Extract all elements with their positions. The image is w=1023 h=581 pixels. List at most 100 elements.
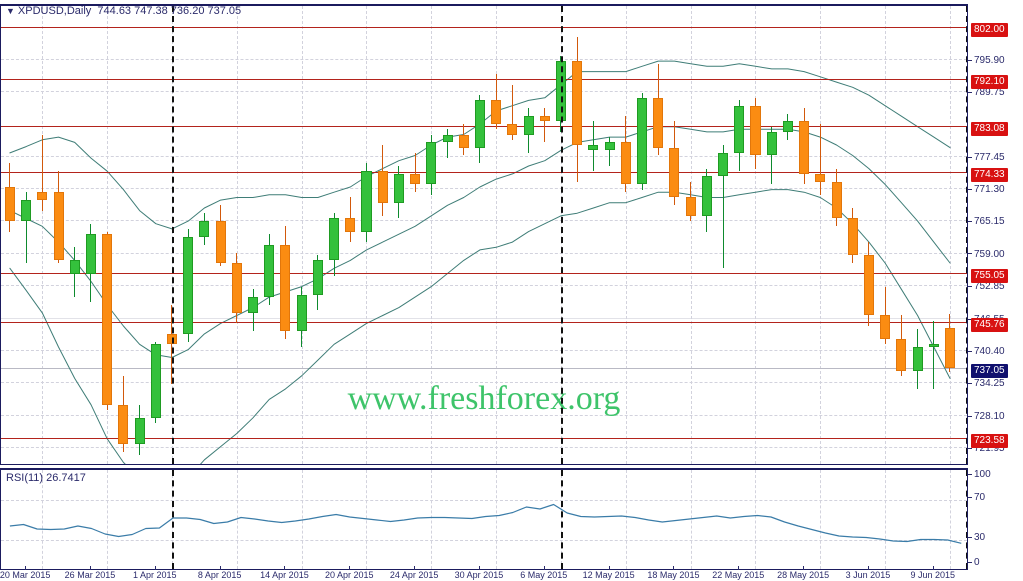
- price-level-tag[interactable]: 783.08: [971, 122, 1008, 137]
- candle-body: [393, 173, 404, 203]
- session-marker-line: [171, 470, 174, 569]
- rsi-level-line: [1, 500, 967, 501]
- time-axis-label: 22 May 2015: [712, 570, 765, 580]
- time-axis-tick: [867, 566, 869, 570]
- candle-wick: [41, 134, 43, 211]
- candle-body: [134, 417, 145, 444]
- candle-body: [815, 173, 826, 182]
- time-axis-label: 30 Apr 2015: [454, 570, 504, 580]
- price-axis-tick: 789.75: [968, 88, 1005, 98]
- price-axis[interactable]: 795.90 789.75 777.45 771.30 765.15 759.00 752.…: [968, 4, 1023, 465]
- candle-body: [863, 255, 874, 316]
- candle-body: [312, 260, 323, 295]
- candle-body: [766, 131, 777, 156]
- time-axis[interactable]: 20 Mar 2015 26 Mar 2015 1 Apr 2015 8 Apr 20…: [0, 566, 968, 581]
- candle-body: [572, 61, 583, 145]
- ohlc-values: 744.63 747.38 736.20 737.05: [97, 5, 242, 17]
- candle-body: [248, 297, 259, 313]
- rsi-header-label: RSI(11) 26.7417: [6, 472, 86, 484]
- time-gridline: [625, 6, 627, 464]
- price-gridline: [1, 188, 967, 190]
- session-marker-line: [171, 6, 174, 464]
- bollinger-bands: [9, 60, 951, 464]
- price-level-tag[interactable]: 802.00: [971, 22, 1008, 37]
- price-axis-tick: 771.30: [968, 185, 1005, 195]
- time-axis-label: 12 May 2015: [582, 570, 635, 580]
- candle-body: [685, 197, 696, 216]
- price-level-tag[interactable]: 774.33: [971, 168, 1008, 183]
- candle-body: [69, 260, 80, 274]
- time-axis-label: 14 Apr 2015: [260, 570, 309, 580]
- price-level-tag[interactable]: 723.58: [971, 434, 1008, 449]
- candle-body: [896, 339, 907, 371]
- candle-body: [847, 218, 858, 256]
- time-gridline: [690, 6, 692, 464]
- price-gridline: [1, 284, 967, 286]
- price-gridline: [1, 91, 967, 93]
- time-gridline: [42, 6, 44, 464]
- candle-wick: [414, 152, 416, 193]
- rsi-plot-area[interactable]: [1, 470, 967, 569]
- price-level-line: [1, 172, 967, 174]
- candle-body: [491, 100, 502, 125]
- time-gridline: [885, 470, 887, 569]
- time-gridline: [820, 6, 822, 464]
- time-gridline: [42, 470, 44, 569]
- time-axis-tick: [154, 566, 156, 570]
- candle-wick: [447, 129, 449, 159]
- price-level-tag[interactable]: 745.76: [971, 318, 1008, 332]
- price-plot-area[interactable]: [1, 6, 967, 464]
- candle-wick: [25, 192, 27, 264]
- time-axis-tick: [25, 566, 27, 570]
- price-axis-tick: 728.10: [968, 411, 1005, 422]
- time-axis-label: 3 Jun 2015: [845, 570, 891, 580]
- candle-body: [912, 346, 923, 371]
- rsi-axis[interactable]: 100 70 30 0: [968, 468, 1023, 570]
- time-gridline: [236, 470, 238, 569]
- candle-wick: [544, 108, 546, 143]
- candle-body: [21, 200, 32, 222]
- price-level-line: [1, 438, 967, 440]
- price-gridline: [1, 155, 967, 157]
- rsi-axis-tick: 30: [968, 533, 985, 543]
- candle-body: [458, 134, 469, 148]
- candle-body: [183, 236, 194, 334]
- price-level-tag[interactable]: 755.05: [971, 269, 1008, 284]
- candle-wick: [722, 145, 724, 269]
- session-marker-line: [966, 470, 967, 569]
- time-axis-tick: [478, 566, 480, 570]
- candle-body: [944, 327, 955, 368]
- candle-body: [718, 152, 729, 177]
- rsi-indicator-panel[interactable]: [0, 468, 968, 570]
- price-axis-tick: 740.40: [968, 347, 1005, 357]
- price-chart-panel[interactable]: [0, 4, 968, 465]
- price-gridline: [1, 317, 967, 319]
- time-axis-tick: [932, 566, 934, 570]
- time-axis-tick: [543, 566, 545, 570]
- candle-wick: [819, 124, 821, 195]
- candle-body: [150, 344, 161, 418]
- candle-body: [555, 61, 566, 122]
- time-gridline: [690, 470, 692, 569]
- time-gridline: [236, 6, 238, 464]
- candle-body: [474, 100, 485, 148]
- time-gridline: [431, 6, 433, 464]
- time-gridline: [949, 470, 951, 569]
- candle-body: [831, 181, 842, 219]
- candle-body: [588, 145, 599, 151]
- time-axis-tick: [89, 566, 91, 570]
- price-axis-tick: 759.00: [968, 249, 1005, 260]
- price-axis-tick: 777.45: [968, 152, 1005, 163]
- price-level-line: [1, 322, 967, 323]
- collapse-caret-icon[interactable]: ▼: [6, 6, 15, 16]
- current-price-tag[interactable]: 737.05: [971, 363, 1008, 378]
- candle-body: [539, 116, 550, 122]
- price-level-tag[interactable]: 792.10: [971, 74, 1008, 89]
- candle-body: [264, 244, 275, 298]
- price-level-line: [1, 78, 967, 80]
- current-price-line: [1, 367, 967, 369]
- time-gridline: [301, 6, 303, 464]
- symbol-timeframe-label: XPDUSD,Daily: [17, 5, 92, 17]
- price-gridline: [1, 252, 967, 254]
- candle-wick: [771, 126, 773, 185]
